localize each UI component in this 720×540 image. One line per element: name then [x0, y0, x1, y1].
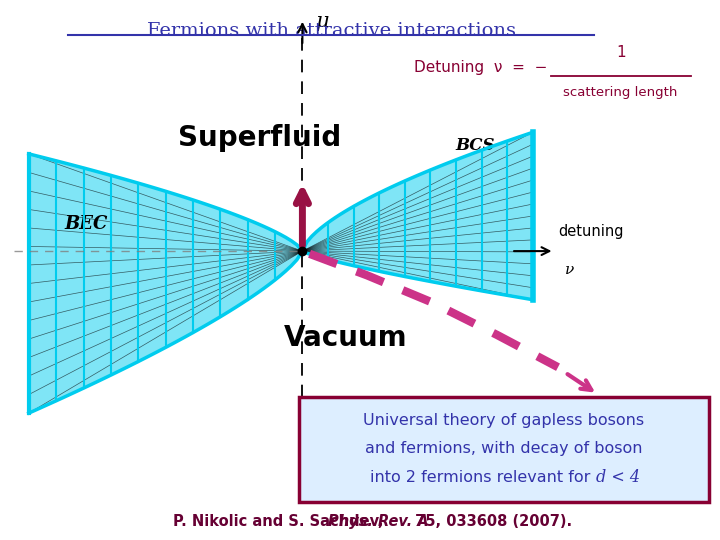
Text: BCS: BCS: [456, 137, 495, 154]
Polygon shape: [302, 132, 533, 300]
Text: Fermions with attractive interactions: Fermions with attractive interactions: [147, 22, 516, 39]
Text: detuning: detuning: [558, 224, 624, 239]
Text: Universal theory of gapless bosons: Universal theory of gapless bosons: [364, 413, 644, 428]
Text: 1: 1: [616, 45, 626, 60]
Text: ν: ν: [565, 263, 575, 277]
Text: μ: μ: [315, 12, 329, 31]
Text: P. Nikolic and S. Sachdev,: P. Nikolic and S. Sachdev,: [173, 514, 383, 529]
Text: and fermions, with decay of boson: and fermions, with decay of boson: [365, 441, 643, 456]
Text: Phys. Rev. A: Phys. Rev. A: [328, 514, 428, 529]
Text: d < 4: d < 4: [595, 469, 640, 486]
Text: Detuning  ν  =  −: Detuning ν = −: [414, 60, 547, 75]
Polygon shape: [29, 154, 302, 413]
Text: Superfluid: Superfluid: [178, 124, 341, 152]
Text: Vacuum: Vacuum: [284, 323, 408, 352]
Text: BEC: BEC: [65, 215, 108, 233]
FancyBboxPatch shape: [299, 397, 709, 502]
Text: 75, 033608 (2007).: 75, 033608 (2007).: [410, 514, 572, 529]
Text: scattering length: scattering length: [564, 86, 678, 99]
Text: into 2 fermions relevant for: into 2 fermions relevant for: [369, 470, 595, 485]
